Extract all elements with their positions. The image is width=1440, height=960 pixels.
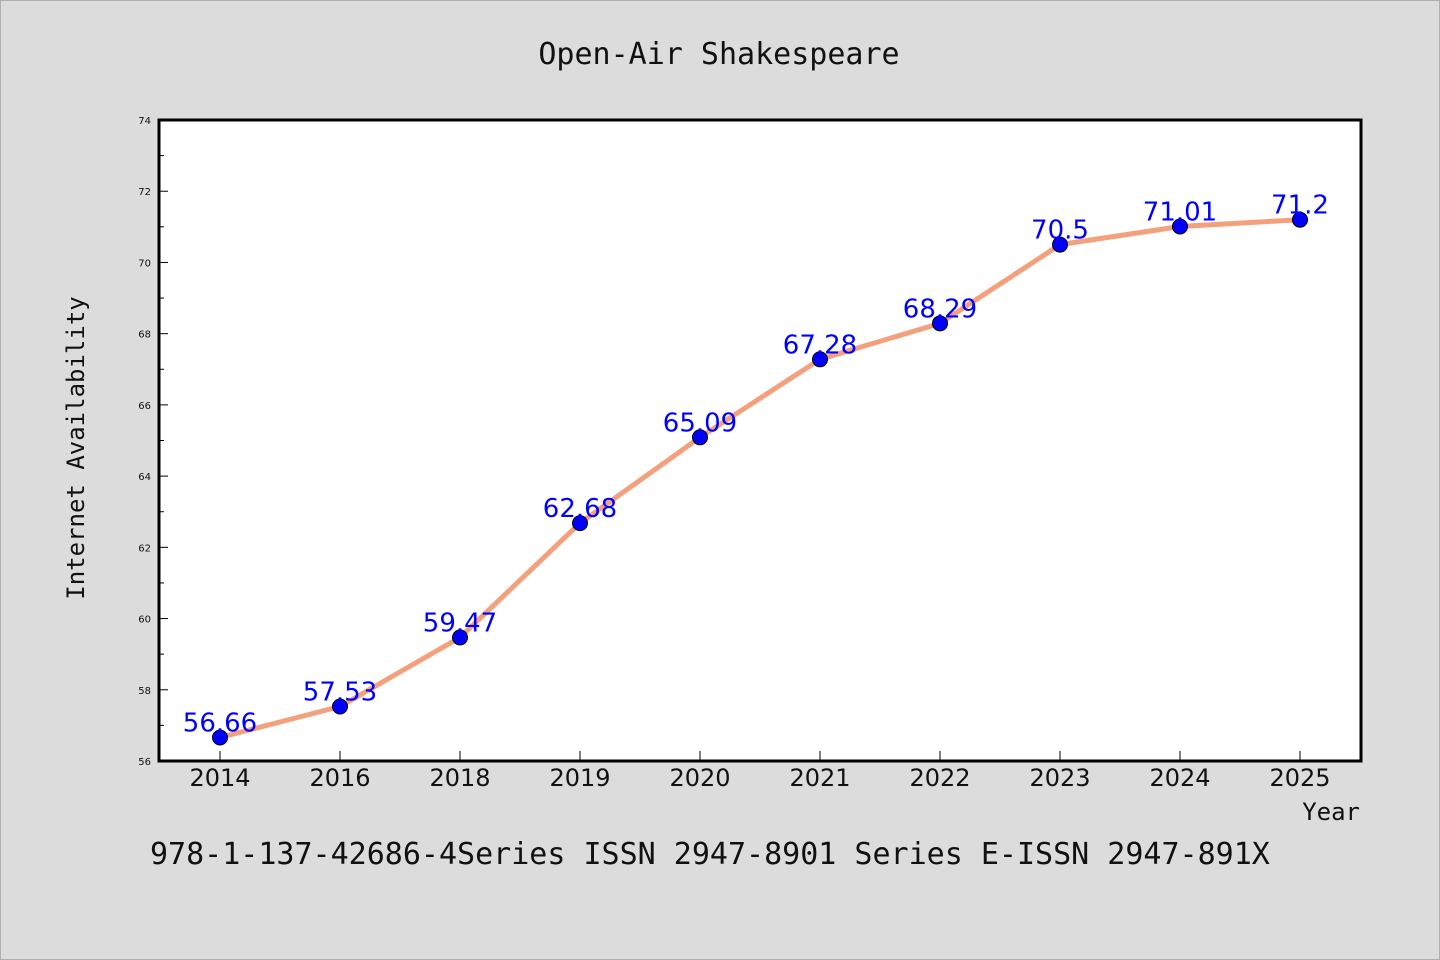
data-label: 71.2 [1271,191,1329,221]
data-label: 71.01 [1143,197,1217,227]
data-label: 56.66 [183,708,257,738]
y-axis-label: Internet Availability [62,296,90,599]
data-point [452,629,468,646]
y-tick-label: 62 [138,543,151,554]
x-tick-label: 2014 [189,764,250,792]
footer-isbn-issn-text: 978-1-137-42686-4Series ISSN 2947-8901 S… [150,837,1270,872]
data-label: 67.28 [783,330,857,360]
x-tick-label: 2019 [549,764,610,792]
data-point [932,315,948,332]
y-tick-label: 68 [138,330,151,341]
y-tick-label: 58 [138,686,151,697]
y-tick-label: 56 [138,757,151,768]
x-tick-label: 2016 [309,764,370,792]
x-tick-label: 2023 [1029,764,1090,792]
data-point [1172,218,1188,235]
x-axis: 2014 2016 2018 2019 2020 2021 2022 2023 2024 2025 [189,751,1331,792]
x-axis-label: Year [1302,798,1360,826]
x-tick-label: 2020 [669,764,730,792]
y-tick-label: 60 [138,615,151,626]
x-tick-label: 2021 [789,764,850,792]
series-group: 56.66 57.53 59.47 62.68 65.09 67.28 68.29 70.5 7… [183,191,1329,746]
data-point [812,351,828,368]
series-line [217,217,1303,740]
y-tick-label: 70 [138,258,151,269]
y-axis: 56 58 60 62 64 66 68 70 72 74 [138,116,168,768]
y-tick-label: 72 [138,187,151,198]
data-point [692,429,708,446]
x-tick-label: 2025 [1269,764,1330,792]
data-label: 70.5 [1031,216,1089,246]
data-label: 65.09 [663,408,737,438]
data-label: 68.29 [903,294,977,324]
data-label: 57.53 [303,678,377,708]
chart-title: Open-Air Shakespeare [538,37,899,72]
data-point [1292,211,1308,228]
data-label: 59.47 [423,608,497,638]
x-tick-label: 2018 [429,764,490,792]
y-tick-label: 66 [138,401,151,412]
data-point [1052,236,1068,253]
data-point [332,698,348,715]
x-tick-label: 2022 [909,764,970,792]
data-point [212,729,228,746]
data-label: 62.68 [543,494,617,524]
data-point [572,515,588,532]
plot-area [157,118,1363,763]
y-tick-label: 74 [138,116,151,127]
y-tick-label: 64 [138,472,151,483]
x-tick-label: 2024 [1149,764,1210,792]
